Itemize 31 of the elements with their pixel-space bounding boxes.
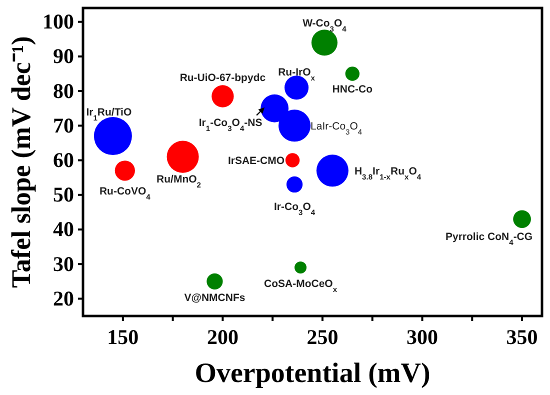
annotation: Ru-UiO-67-bpydc xyxy=(180,72,266,84)
y-tick-label: 100 xyxy=(42,10,74,34)
y-axis-title: Tafel slope (mV dec⁻¹) xyxy=(6,36,36,288)
annotation: Ir$_{1}$Ru/TiO xyxy=(86,106,132,122)
annotation: LaIr-Co$_{3}$O$_{4}$ xyxy=(310,120,362,136)
annotation: W-Co$_{3}$O$_{4}$ xyxy=(302,17,348,33)
annotation: Pyrrolic CoN$_{4}$-CG xyxy=(446,230,533,246)
x-tick-label: 250 xyxy=(306,324,338,349)
annotation: CoSA-MoCeO$_{x}$ xyxy=(264,278,338,294)
x-tick-label: 350 xyxy=(506,324,538,349)
annotation: Ru-CoVO$_{4}$ xyxy=(99,185,152,201)
y-tick-label: 40 xyxy=(53,217,74,242)
annotation: Ir-Co$_{3}$O$_{4}$ xyxy=(274,201,316,217)
annotation: Ru/MnO$_{2}$ xyxy=(156,173,202,189)
x-tick-label: 200 xyxy=(206,324,238,349)
x-tick-label: 150 xyxy=(107,324,139,349)
y-tick-label: 20 xyxy=(53,286,74,310)
y-tick-label: 70 xyxy=(53,113,74,138)
annotation: H$_{3.8}$Ir$_{1-x}$Ru$_{x}$O$_{4}$ xyxy=(354,165,422,181)
y-tick-label: 50 xyxy=(53,182,74,207)
annotation: Ru-IrO$_{x}$ xyxy=(278,66,316,82)
y-tick-label: 90 xyxy=(53,44,74,68)
x-axis-title: Overpotential (mV) xyxy=(194,358,430,389)
y-tick-label: 30 xyxy=(53,252,74,276)
annotation: HNC-Co xyxy=(332,83,373,96)
annotation: V@NMCNFs xyxy=(184,292,246,304)
annotation: IrSAE-CMO xyxy=(228,154,285,167)
y-tick-label: 60 xyxy=(53,148,74,172)
y-tick-label: 80 xyxy=(53,78,74,103)
annotation: Ir$_{1}$-Co$_{3}$O$_{4}$-NS xyxy=(198,117,262,133)
x-tick-label: 300 xyxy=(406,324,438,349)
